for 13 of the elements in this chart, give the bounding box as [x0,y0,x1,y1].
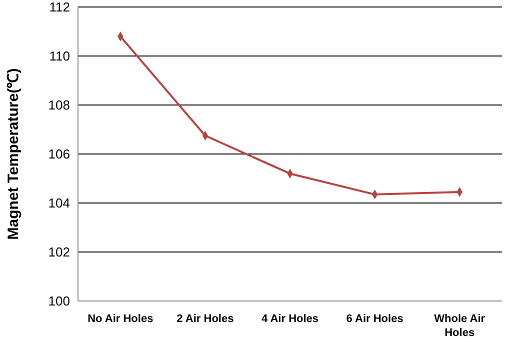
x-tick-label: 4 Air Holes [261,313,319,325]
x-tick-label: No Air Holes [88,313,154,325]
y-axis-title: Magnet Temperature(℃) [5,68,22,240]
y-tick-label: 100 [48,294,70,309]
y-tick-label: 108 [48,98,70,113]
y-tick-label: 102 [48,244,70,260]
y-tick-label: 106 [48,146,70,162]
y-tick-label: 110 [49,48,70,64]
x-tick-label: 6 Air Holes [346,313,404,325]
x-tick-label: 2 Air Holes [176,313,234,325]
x-tick-label: Whole Air Holes [434,313,486,339]
y-tick-label: 112 [49,0,70,15]
y-tick-label: 104 [48,196,70,211]
